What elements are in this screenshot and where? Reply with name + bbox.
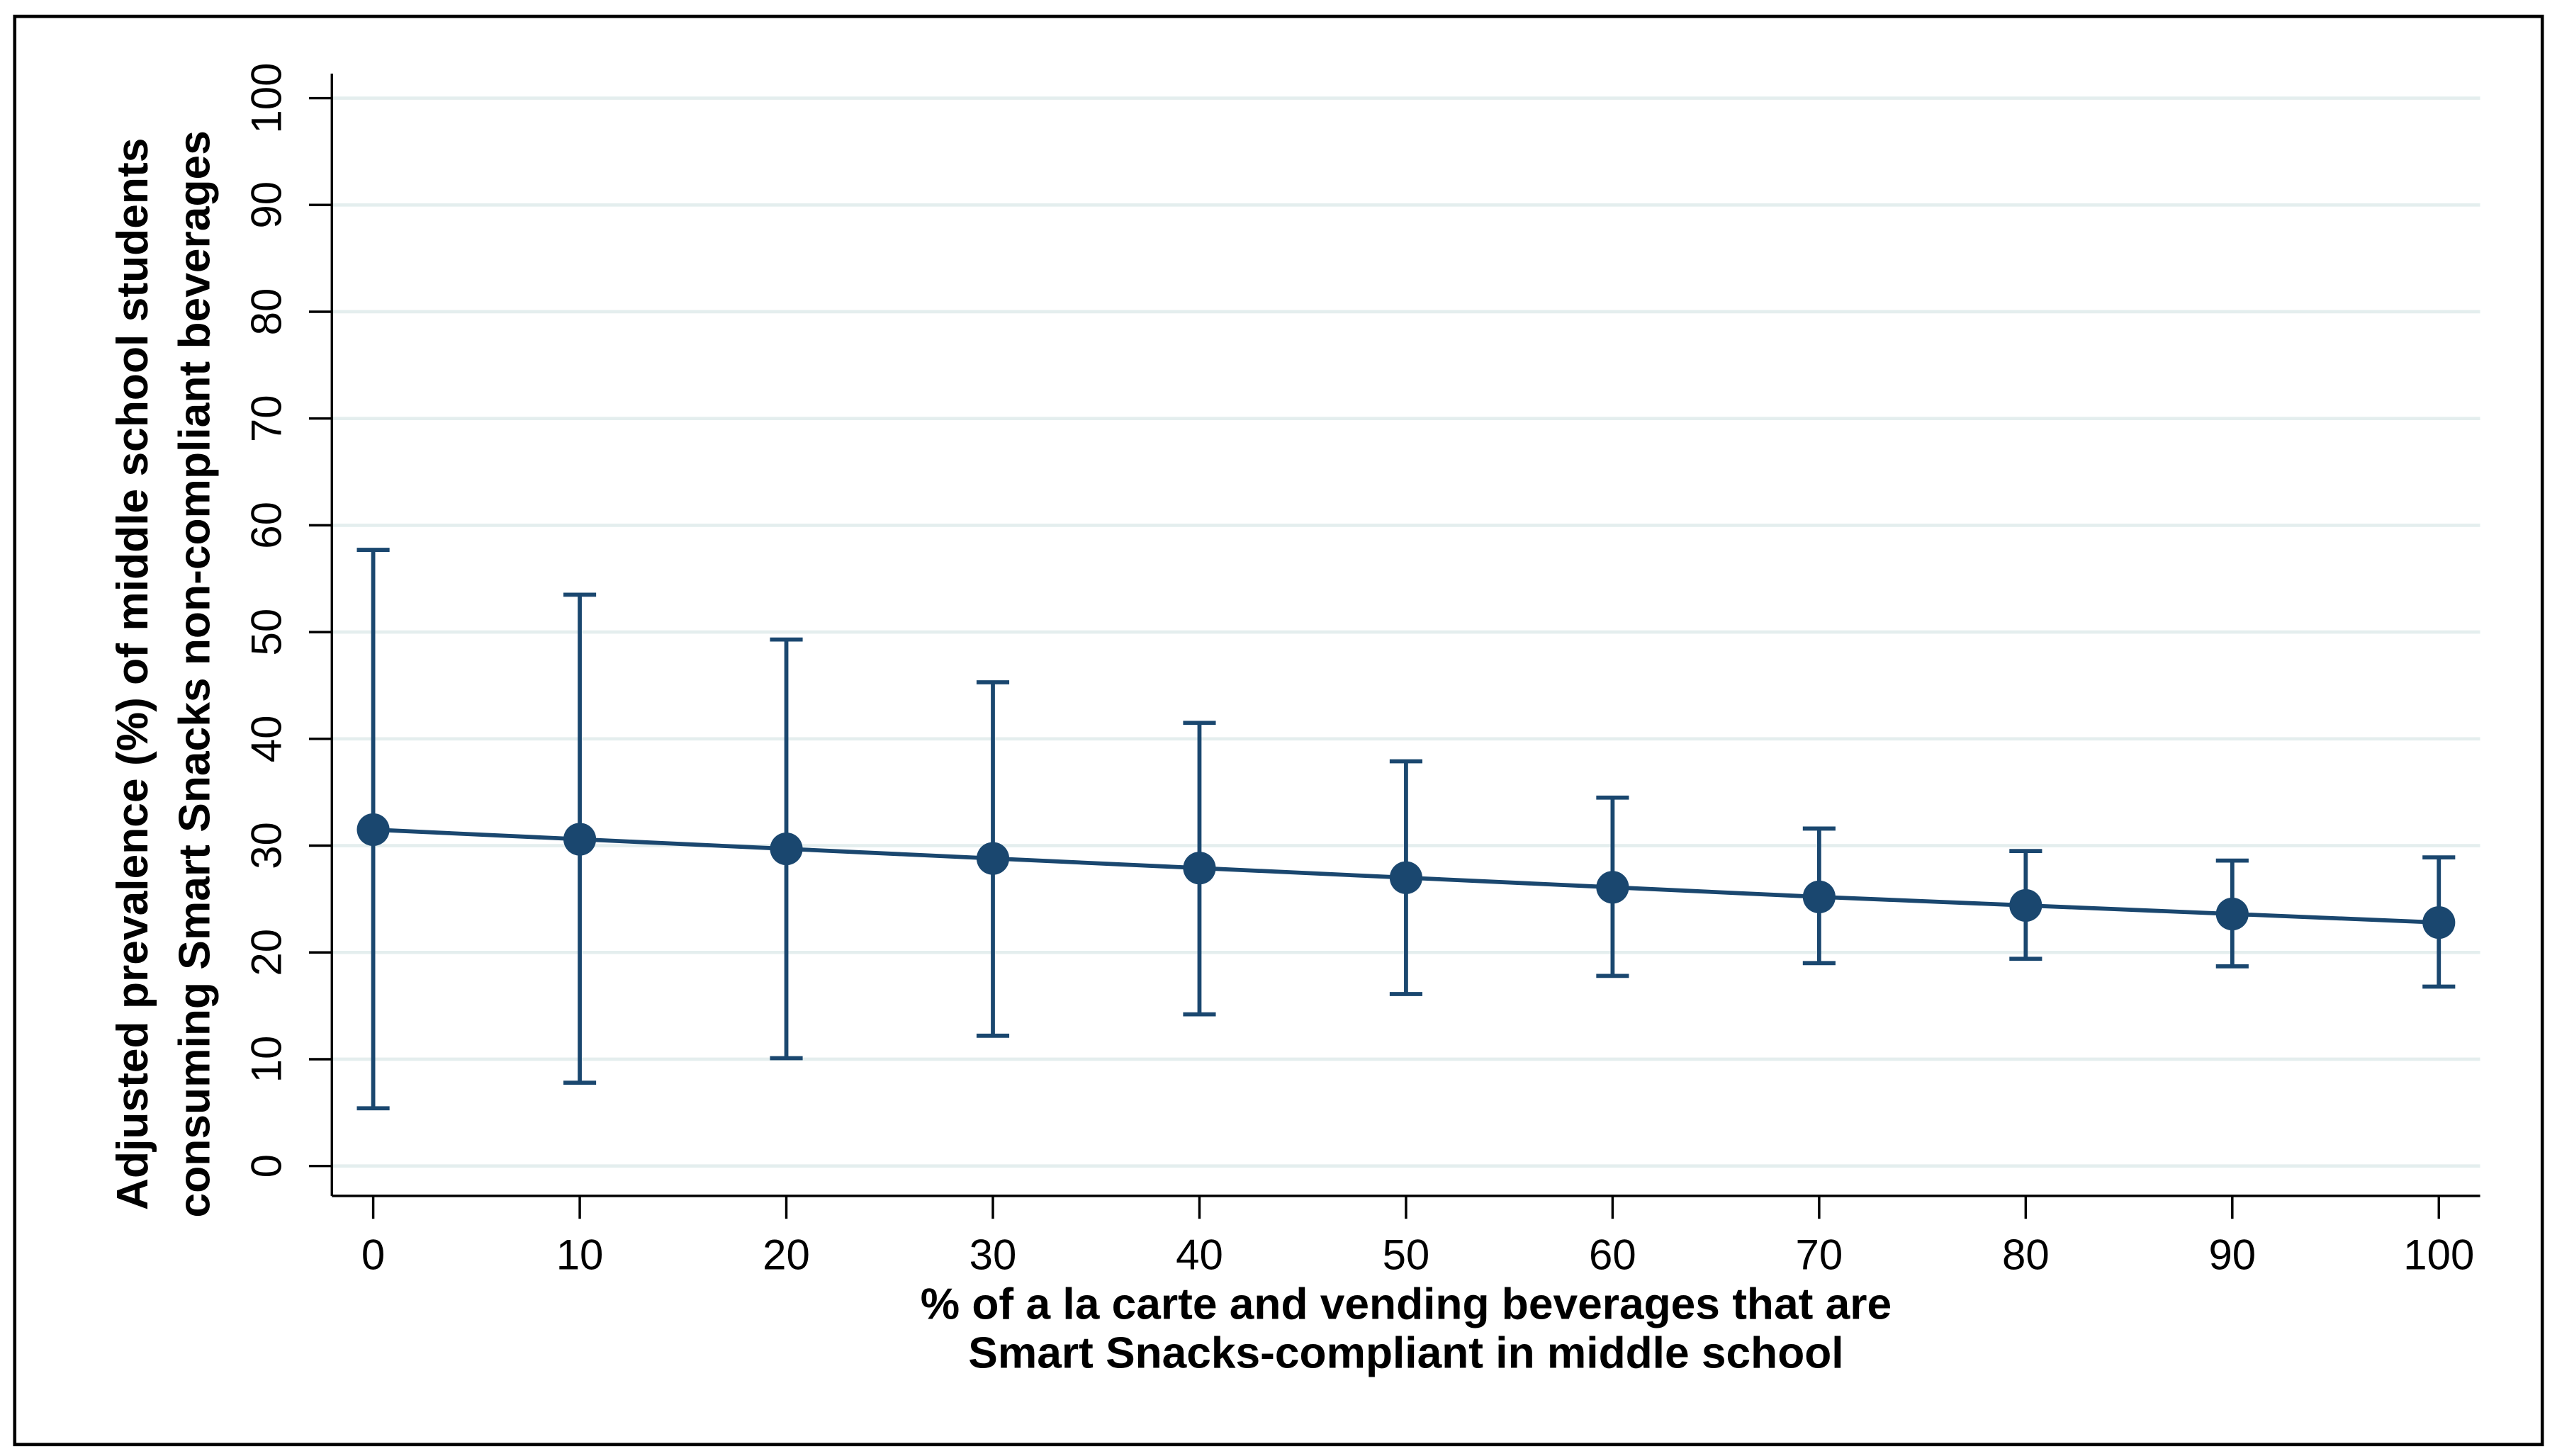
- x-tick-label: 100: [2403, 1231, 2474, 1278]
- x-tick-label: 50: [1383, 1231, 1430, 1278]
- y-tick-label: 30: [243, 822, 291, 869]
- x-tick-label: 80: [2002, 1231, 2050, 1278]
- y-tick-label: 0: [243, 1154, 291, 1178]
- y-tick-label: 80: [243, 288, 291, 336]
- x-tick-label: 20: [763, 1231, 810, 1278]
- point: [2009, 888, 2042, 922]
- point: [1802, 880, 1836, 913]
- frame: [13, 14, 2544, 1447]
- point: [1389, 861, 1423, 894]
- y-tick-label: 60: [243, 502, 291, 549]
- x-tick-label: 0: [361, 1231, 385, 1278]
- y-axis-title: Adjusted prevalence (%) of middle school…: [108, 138, 157, 1210]
- x-tick-label: 30: [970, 1231, 1017, 1278]
- point: [770, 832, 803, 866]
- x-tick-label: 90: [2208, 1231, 2256, 1278]
- y-tick-label: 70: [243, 395, 291, 442]
- point: [1596, 871, 1629, 904]
- point: [563, 823, 597, 856]
- x-axis-title: Smart Snacks-compliant in middle school: [968, 1329, 1843, 1378]
- y-tick-label: 50: [243, 609, 291, 656]
- x-axis-title: % of a la carte and vending beverages th…: [921, 1280, 1892, 1328]
- point: [2215, 897, 2249, 931]
- x-tick-label: 40: [1176, 1231, 1223, 1278]
- x-tick-label: 60: [1589, 1231, 1636, 1278]
- point: [356, 813, 390, 847]
- y-tick-label: 90: [243, 181, 291, 229]
- y-axis-title: consuming Smart Snacks non-compliant bev…: [171, 130, 220, 1217]
- y-tick-label: 40: [243, 715, 291, 762]
- y-tick-label: 10: [243, 1036, 291, 1083]
- y-tick-label: 20: [243, 929, 291, 976]
- x-tick-label: 10: [556, 1231, 604, 1278]
- x-tick-label: 70: [1796, 1231, 1843, 1278]
- point: [2422, 905, 2456, 939]
- point: [976, 842, 1010, 875]
- point: [1183, 852, 1216, 885]
- y-tick-label: 100: [243, 62, 291, 133]
